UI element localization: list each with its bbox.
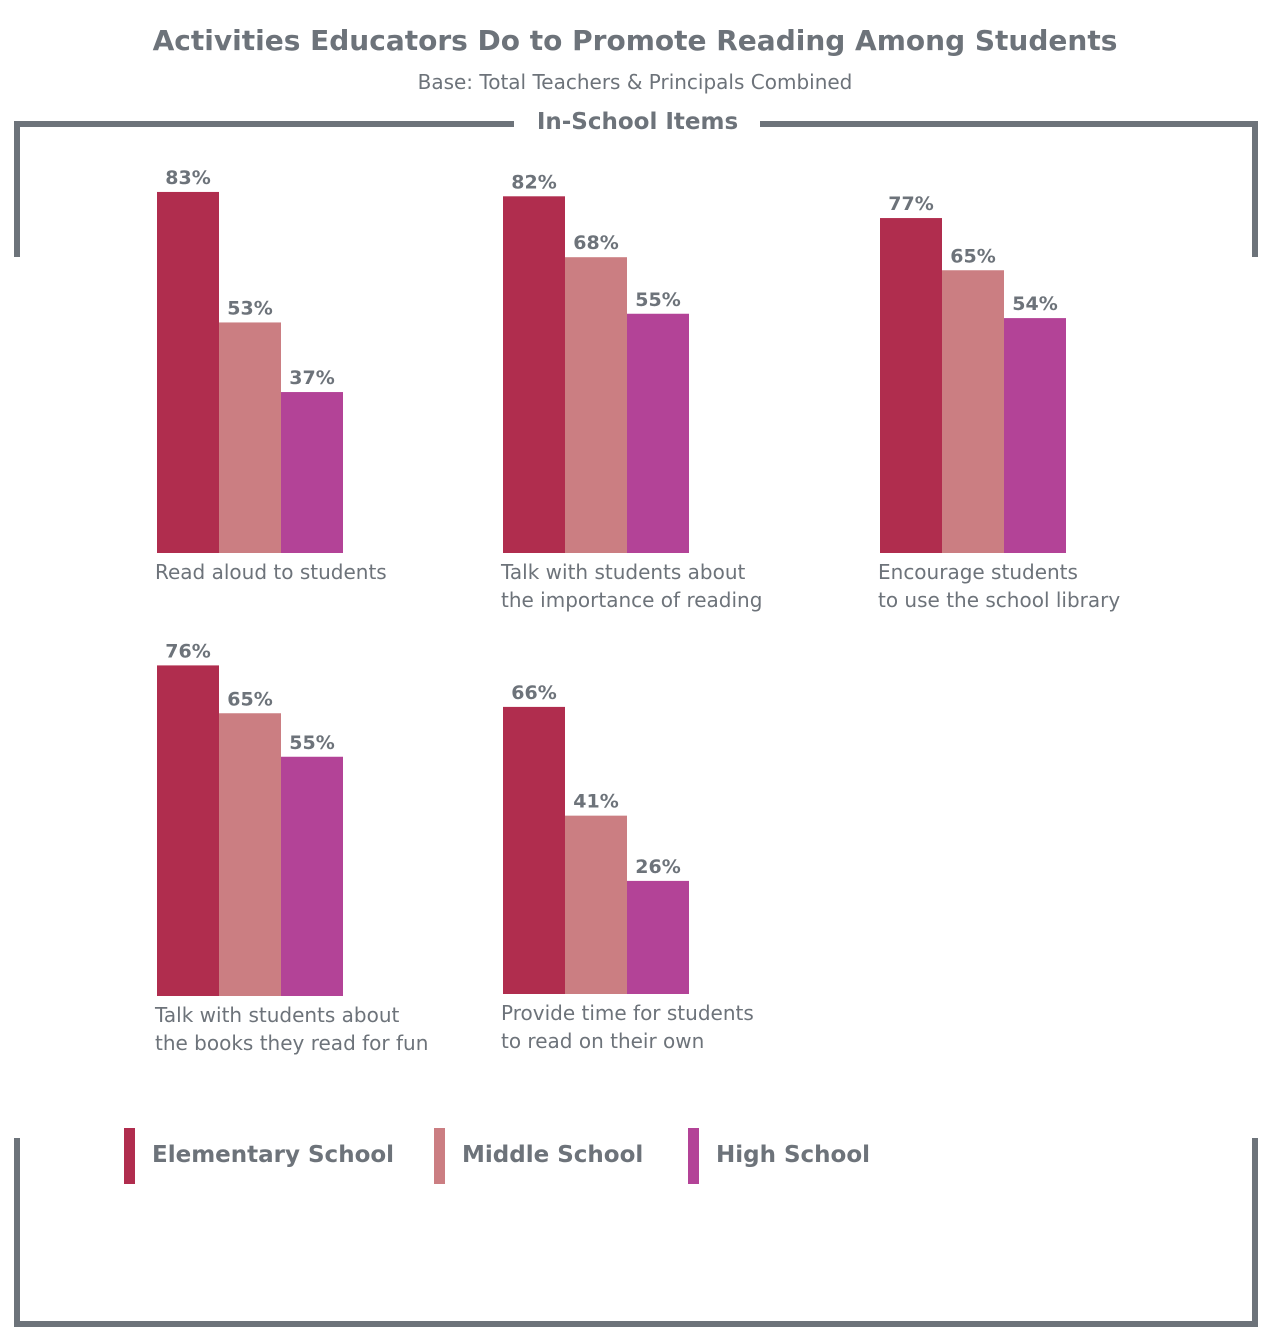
bar-elementary-5 [503,706,565,994]
bar-high-2 [627,313,689,553]
legend-swatch-middle [434,1128,445,1184]
category-label-1: Read aloud to students [155,560,387,584]
value-label-high-4: 55% [289,732,334,754]
frame-left-upper [14,121,20,257]
value-label-elementary-1: 83% [165,167,210,189]
bar-high-4 [281,756,343,996]
value-label-high-3: 54% [1012,293,1057,315]
value-label-middle-1: 53% [227,297,272,319]
bar-middle-4 [219,713,281,996]
chart-subtitle: Base: Total Teachers & Principals Combin… [417,70,853,94]
value-label-middle-3: 65% [950,245,995,267]
category-label-2: the importance of reading [501,588,762,612]
bar-middle-2 [565,257,627,553]
category-label-3: Encourage students [878,560,1078,584]
frame-left-lower [14,1138,20,1327]
category-label-2: Talk with students about [500,560,746,584]
category-label-4: Talk with students about [154,1003,400,1027]
value-label-elementary-4: 76% [165,640,210,662]
chart-title: Activities Educators Do to Promote Readi… [152,24,1118,57]
legend-label-high: High School [716,1142,871,1168]
category-label-5: Provide time for students [501,1001,754,1025]
section-label: In-School Items [515,109,760,135]
bar-high-1 [281,392,343,553]
value-label-elementary-5: 66% [511,682,556,704]
bar-elementary-2 [503,196,565,554]
category-label-5: to read on their own [501,1029,704,1053]
category-label-3: to use the school library [878,588,1120,612]
legend-label-elementary: Elementary School [152,1142,395,1168]
value-label-high-2: 55% [635,289,680,311]
category-label-4: the books they read for fun [155,1031,428,1055]
value-label-middle-4: 65% [227,688,272,710]
bar-high-5 [627,880,689,994]
bar-middle-1 [219,322,281,553]
legend-swatch-high [688,1128,699,1184]
bar-middle-3 [942,270,1004,553]
value-label-elementary-3: 77% [888,193,933,215]
value-label-high-1: 37% [289,367,334,389]
bar-high-3 [1004,318,1066,553]
bar-middle-5 [565,815,627,994]
value-label-middle-2: 68% [573,232,618,254]
frame-bottom [14,1321,1258,1327]
value-label-middle-5: 41% [573,791,618,813]
bar-elementary-3 [880,218,942,554]
frame-right-lower [1252,1138,1258,1327]
frame-top-right [760,121,1258,127]
legend-swatch-elementary [124,1128,135,1184]
bar-elementary-4 [157,665,219,996]
value-label-high-5: 26% [635,856,680,878]
frame-right-upper [1252,121,1258,257]
bar-elementary-1 [157,191,219,553]
frame-top-left [14,121,514,127]
legend-label-middle: Middle School [462,1142,644,1168]
value-label-elementary-2: 82% [511,171,556,193]
